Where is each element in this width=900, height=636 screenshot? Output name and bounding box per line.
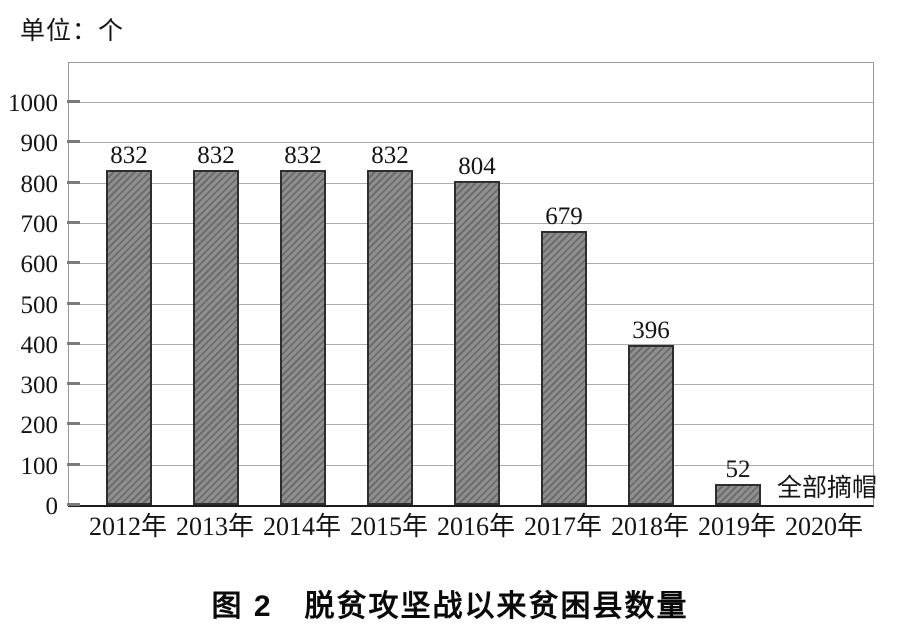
bar-2016年 [454,181,500,505]
bar-value-label: 832 [371,142,409,169]
bar-value-label: 832 [110,142,148,169]
figure-caption: 图 2 脱贫攻坚战以来贫困县数量 [211,590,689,623]
gridline-900 [69,142,873,144]
y-axis-tick [67,180,80,184]
y-axis-tick [67,341,80,345]
y-axis-tick [67,382,80,386]
y-axis-tick-label: 400 [20,331,59,359]
bar-value-label: 832 [284,142,322,169]
y-axis-tick [67,261,80,265]
plot-area: 832 832 832 832 804 679 396 52 全部摘帽 [67,62,877,507]
x-axis-tick-label: 2015年 [349,512,428,541]
y-axis-tick [67,100,80,103]
y-axis-tick-label: 800 [20,170,59,198]
bar-2014年 [280,170,326,505]
y-axis-tick-label: 1000 [8,90,58,117]
y-axis-tick-label: 200 [20,412,59,440]
x-axis-tick-label: 2020年 [784,512,863,541]
x-axis-tick-label: 2013年 [175,512,254,541]
bar-2019年 [715,484,761,505]
y-axis-tick [67,220,80,224]
bar-value-label: 52 [725,456,751,483]
x-axis-tick-label: 2012年 [88,512,167,541]
y-axis-tick [67,503,80,506]
bar-value-label: 679 [545,203,583,230]
gridline-1000 [69,102,873,103]
y-axis-tick-label: 700 [20,210,59,238]
unit-label: 单位：个 [20,18,125,45]
y-axis-tick-label: 500 [20,291,59,319]
x-axis-tick-label: 2018年 [610,512,689,541]
y-axis-tick [67,140,80,144]
bar-2017年 [541,231,587,505]
y-axis-tick [67,422,80,426]
y-axis-tick-label: 600 [20,251,59,279]
bar-2015年 [367,170,413,505]
bar-value-label: 396 [632,317,670,344]
x-axis-tick-label: 2016年 [436,512,515,541]
y-axis-tick-label: 100 [20,452,59,480]
annotation-label: 全部摘帽 [776,475,877,502]
bar-2012年 [106,170,152,505]
bar-2013年 [193,170,239,505]
y-axis-tick [67,462,80,466]
y-axis-tick-label: 0 [45,493,59,520]
y-axis-tick [67,301,80,305]
x-axis-tick-label: 2019年 [697,512,776,541]
y-axis-tick-label: 900 [20,130,59,158]
y-axis-tick-label: 300 [20,372,59,400]
x-axis-tick-label: 2017年 [523,512,602,541]
bar-2018年 [628,345,674,505]
x-axis-tick-label: 2014年 [262,512,341,541]
bar-value-label: 832 [197,142,235,169]
bar-value-label: 804 [458,153,496,180]
